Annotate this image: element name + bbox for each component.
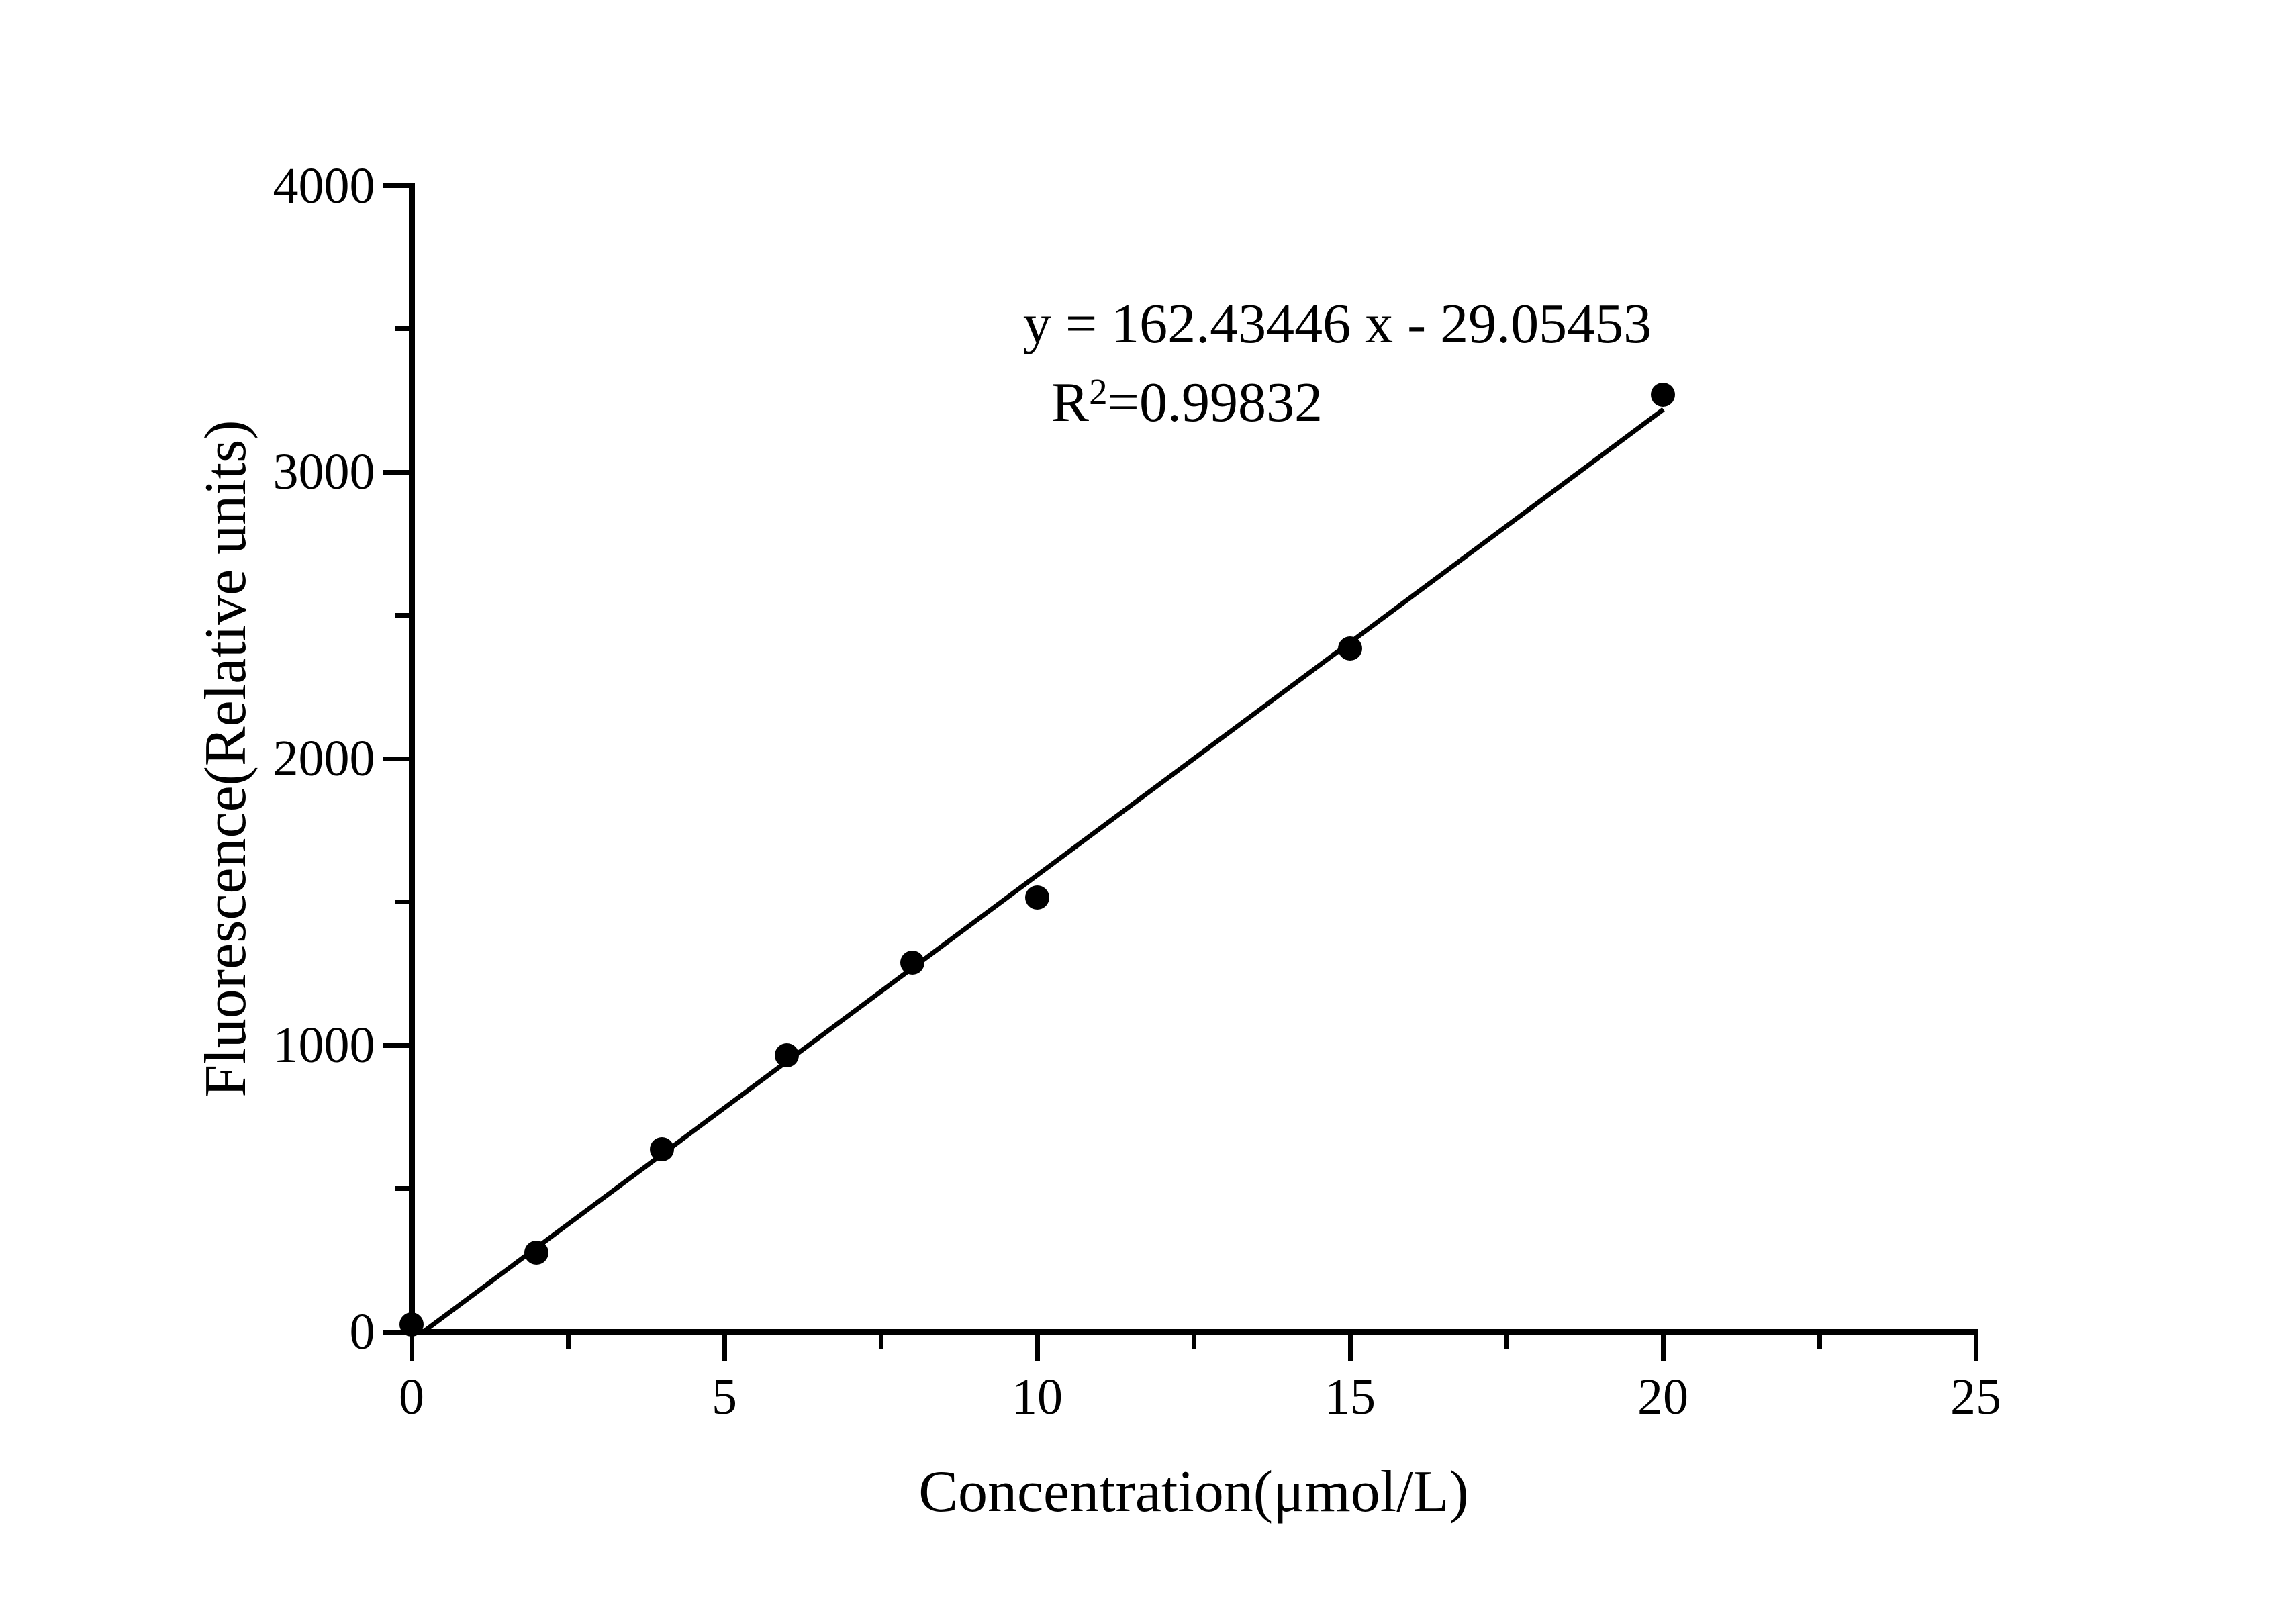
y-minor-tick	[395, 900, 409, 905]
x-major-tick	[722, 1335, 727, 1361]
data-point	[524, 1241, 549, 1265]
x-minor-tick	[1191, 1335, 1196, 1349]
x-major-tick	[1347, 1335, 1353, 1361]
r-squared-value: =0.99832	[1107, 371, 1323, 434]
r-squared-superscript: 2	[1089, 371, 1108, 413]
fit-equation-annotation: y = 162.43446 x - 29.05453	[1022, 293, 1652, 355]
y-major-tick	[383, 1043, 409, 1048]
y-major-tick	[383, 756, 409, 761]
fit-line	[421, 407, 1665, 1334]
y-minor-tick	[395, 326, 409, 332]
data-point	[1025, 885, 1049, 910]
y-major-tick	[383, 183, 409, 188]
data-point	[1338, 636, 1362, 661]
y-tick-label: 2000	[273, 730, 375, 787]
y-tick-label: 1000	[273, 1017, 375, 1074]
y-minor-tick	[395, 1186, 409, 1192]
y-major-tick	[383, 1329, 409, 1335]
data-point	[1651, 383, 1675, 407]
y-axis-line	[408, 183, 415, 1335]
x-minor-tick	[1504, 1335, 1509, 1349]
x-major-tick	[1973, 1335, 1978, 1361]
x-minor-tick	[1817, 1335, 1822, 1349]
y-major-tick	[383, 469, 409, 475]
data-point	[900, 950, 924, 975]
x-axis-line	[408, 1328, 1978, 1335]
x-tick-label: 0	[399, 1369, 424, 1425]
x-major-tick	[409, 1335, 414, 1361]
y-tick-label: 4000	[273, 157, 375, 214]
x-major-tick	[1035, 1335, 1040, 1361]
x-minor-tick	[878, 1335, 883, 1349]
x-axis-title: Concentration(μmol/L)	[918, 1459, 1469, 1525]
y-axis-title: Fluorescence(Relative units)	[193, 420, 258, 1098]
y-minor-tick	[395, 613, 409, 618]
x-major-tick	[1660, 1335, 1666, 1361]
data-point	[399, 1312, 424, 1337]
data-point	[649, 1136, 674, 1161]
x-tick-label: 5	[712, 1369, 737, 1425]
x-tick-label: 25	[1950, 1369, 2001, 1425]
r-squared-annotation: R2=0.99832	[986, 366, 1388, 446]
x-tick-label: 15	[1325, 1369, 1376, 1425]
y-tick-label: 3000	[273, 444, 375, 501]
x-tick-label: 20	[1637, 1369, 1688, 1425]
x-minor-tick	[565, 1335, 571, 1349]
r-squared-base: R	[1051, 371, 1090, 434]
data-point	[775, 1043, 800, 1068]
x-tick-label: 10	[1012, 1369, 1063, 1425]
y-tick-label: 0	[349, 1304, 375, 1360]
